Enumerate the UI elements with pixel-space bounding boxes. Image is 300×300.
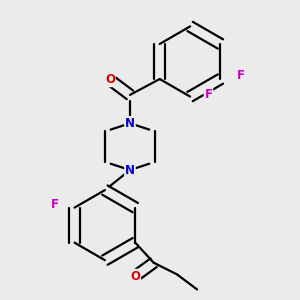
Text: O: O (105, 74, 115, 86)
Text: F: F (236, 69, 244, 82)
Text: F: F (50, 198, 59, 211)
Text: N: N (125, 164, 135, 176)
Text: N: N (125, 117, 135, 130)
Text: F: F (204, 88, 212, 101)
Text: O: O (130, 270, 140, 283)
